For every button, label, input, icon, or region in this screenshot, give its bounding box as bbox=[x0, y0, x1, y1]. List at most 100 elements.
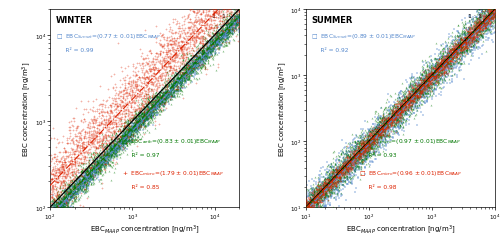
Point bbox=[370, 127, 378, 131]
Point bbox=[166, 94, 173, 98]
Point bbox=[406, 92, 414, 96]
Point bbox=[328, 176, 336, 180]
Point bbox=[463, 40, 471, 44]
Point bbox=[125, 116, 133, 120]
Point bbox=[170, 82, 178, 86]
Point bbox=[336, 174, 344, 178]
Point bbox=[150, 109, 158, 113]
Point bbox=[148, 106, 156, 110]
Point bbox=[126, 110, 134, 114]
Point bbox=[350, 162, 358, 166]
Point bbox=[437, 55, 445, 59]
Point bbox=[404, 103, 411, 107]
Point bbox=[185, 13, 193, 17]
Point bbox=[161, 96, 169, 100]
Point bbox=[51, 215, 59, 219]
Point bbox=[448, 66, 456, 70]
Point bbox=[157, 102, 165, 106]
Point bbox=[222, 33, 230, 37]
Point bbox=[206, 47, 214, 51]
Point bbox=[312, 192, 320, 196]
Point bbox=[421, 76, 429, 80]
Point bbox=[310, 190, 318, 194]
Point bbox=[343, 174, 351, 178]
Point bbox=[445, 59, 453, 63]
Point bbox=[334, 170, 342, 173]
Point bbox=[385, 105, 393, 109]
Point bbox=[150, 106, 158, 110]
Point bbox=[176, 88, 184, 92]
Point bbox=[70, 183, 78, 187]
Point bbox=[420, 96, 428, 100]
Point bbox=[207, 54, 215, 58]
Point bbox=[56, 202, 64, 206]
Point bbox=[172, 81, 179, 85]
Point bbox=[424, 81, 432, 85]
Point bbox=[168, 98, 175, 102]
Point bbox=[306, 199, 314, 203]
Point bbox=[126, 76, 134, 80]
Point bbox=[192, 20, 200, 24]
Point bbox=[404, 102, 412, 106]
Point bbox=[343, 154, 351, 158]
Point bbox=[344, 154, 352, 158]
Point bbox=[142, 118, 150, 122]
Point bbox=[100, 167, 108, 171]
Point bbox=[86, 172, 94, 176]
Point bbox=[109, 142, 117, 146]
Point bbox=[400, 104, 408, 108]
Point bbox=[118, 135, 126, 139]
Point bbox=[100, 156, 108, 160]
Point bbox=[348, 154, 356, 158]
Point bbox=[355, 149, 363, 153]
Point bbox=[130, 131, 138, 135]
Point bbox=[345, 170, 353, 173]
Point bbox=[408, 96, 416, 100]
Point bbox=[93, 152, 101, 156]
Point bbox=[390, 124, 398, 128]
Point bbox=[454, 24, 462, 28]
Point bbox=[50, 210, 58, 214]
Point bbox=[114, 104, 122, 108]
Point bbox=[72, 170, 80, 173]
Point bbox=[202, 59, 209, 63]
Point bbox=[336, 166, 344, 170]
Point bbox=[480, 20, 488, 24]
Point bbox=[202, 68, 210, 72]
Point bbox=[58, 165, 66, 169]
Point bbox=[322, 188, 330, 192]
Point bbox=[162, 92, 170, 96]
Point bbox=[66, 191, 74, 195]
Point bbox=[314, 204, 322, 208]
Point bbox=[486, 23, 494, 27]
Point bbox=[167, 89, 175, 93]
Point bbox=[310, 189, 318, 193]
Point bbox=[416, 94, 424, 98]
Point bbox=[204, 13, 212, 17]
Point bbox=[398, 104, 406, 108]
Point bbox=[52, 178, 60, 182]
Point bbox=[306, 192, 314, 196]
Point bbox=[442, 55, 450, 59]
Point bbox=[306, 211, 314, 215]
Point bbox=[193, 50, 201, 54]
Point bbox=[308, 206, 316, 210]
Point bbox=[206, 41, 214, 45]
Point bbox=[222, 37, 230, 41]
Point bbox=[138, 112, 145, 116]
Point bbox=[106, 148, 114, 152]
Point bbox=[127, 80, 135, 84]
Point bbox=[424, 92, 432, 96]
Point bbox=[428, 75, 436, 79]
Point bbox=[437, 62, 445, 66]
Point bbox=[108, 156, 116, 160]
Point bbox=[196, 38, 204, 42]
Point bbox=[148, 111, 156, 115]
Point bbox=[152, 77, 160, 81]
Point bbox=[363, 138, 371, 142]
Point bbox=[318, 192, 326, 196]
Point bbox=[438, 64, 446, 68]
Point bbox=[418, 80, 426, 84]
Point bbox=[50, 214, 58, 218]
Point bbox=[164, 90, 172, 94]
